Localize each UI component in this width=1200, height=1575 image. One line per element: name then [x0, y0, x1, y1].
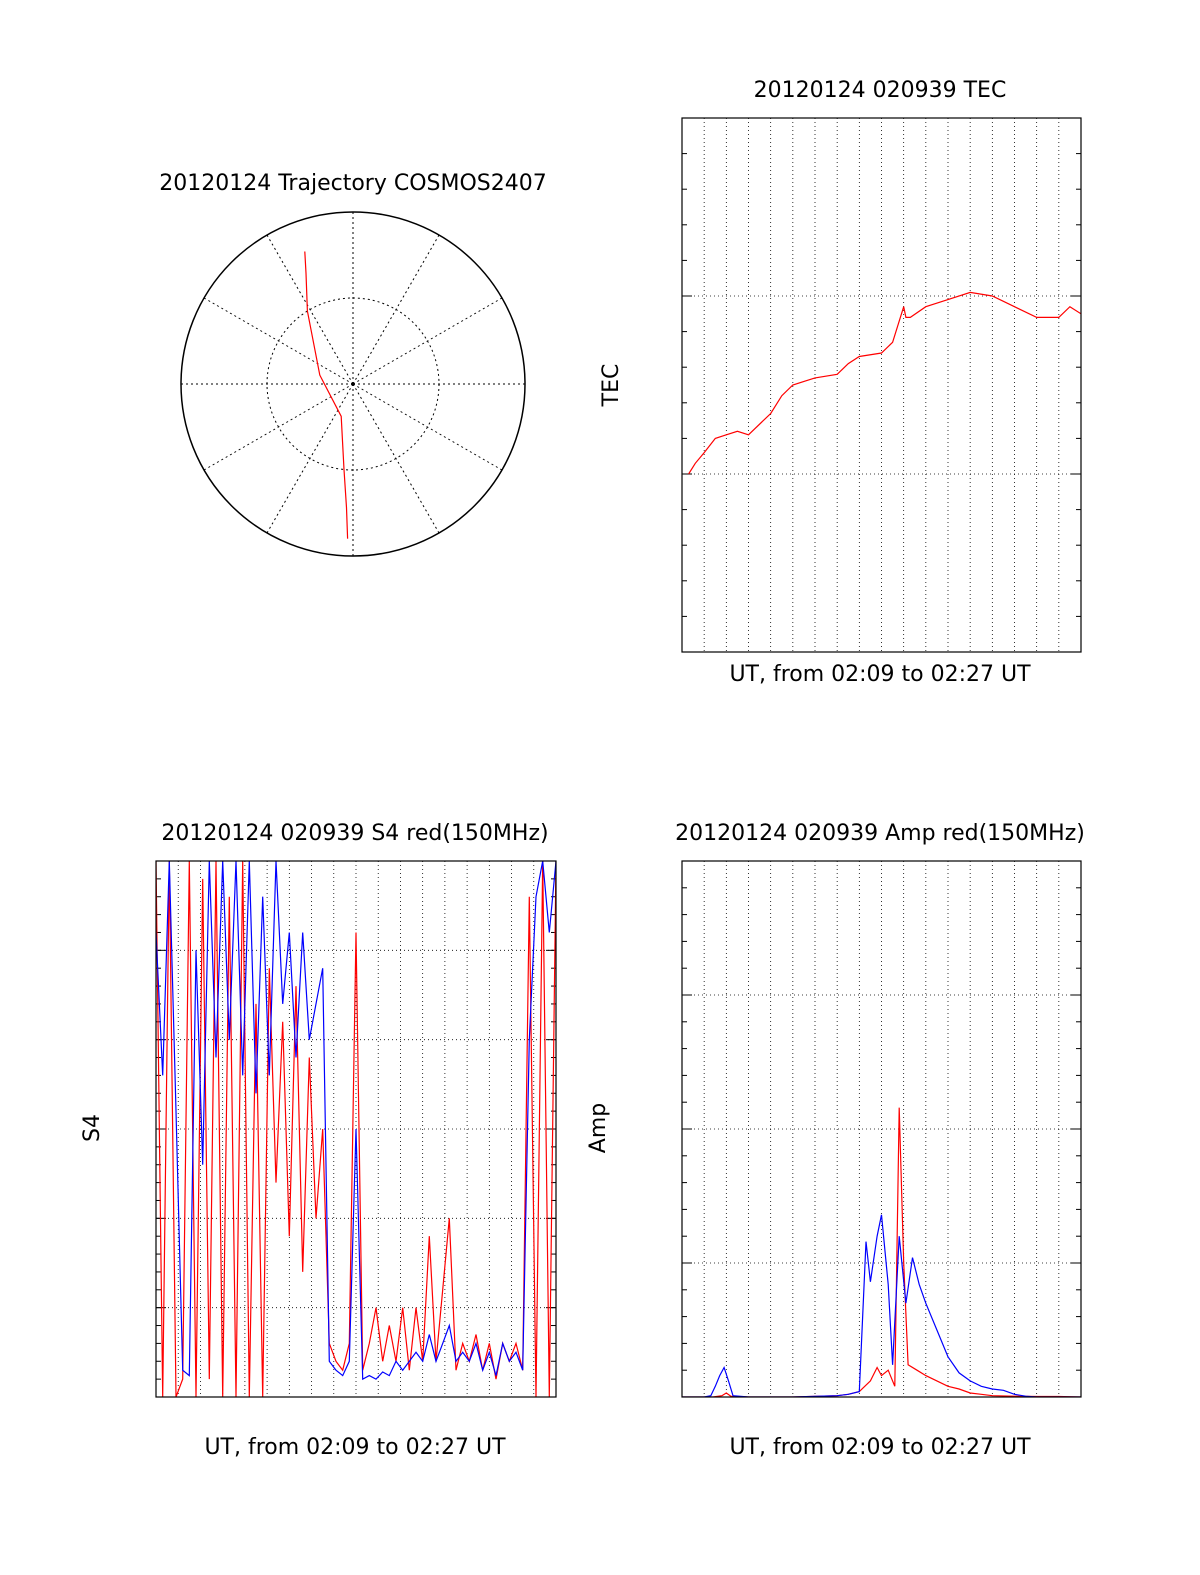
polar-trajectory-panel: 20120124 Trajectory COSMOS2407 [159, 171, 547, 557]
tec-plot-area [681, 117, 1082, 653]
polar-trajectory [304, 251, 349, 539]
polar-grid [180, 211, 526, 557]
polar-title: 20120124 Trajectory COSMOS2407 [159, 171, 546, 196]
polar-spoke-1 [352, 234, 440, 385]
amp-xlabel: UT, from 02:09 to 02:27 UT [729, 1435, 1031, 1460]
tec-title: 20120124 020939 TEC [754, 78, 1007, 103]
plot-frame [681, 860, 1082, 1398]
polar-spoke-8 [203, 383, 354, 471]
series-line-red [688, 291, 1081, 475]
plot-frame [155, 860, 557, 1398]
tec-ylabel: TEC [599, 364, 624, 408]
trajectory-line [304, 251, 349, 539]
series-line-blue [682, 1214, 1081, 1397]
tec-xlabel: UT, from 02:09 to 02:27 UT [729, 662, 1031, 687]
amp-ylabel: Amp [586, 1103, 611, 1153]
polar-spoke-11 [266, 234, 354, 385]
s4-plot-area [155, 860, 557, 1398]
polar-spoke-7 [266, 383, 354, 534]
tec-chart-panel: 20120124 020939 TEC UT, from 02:09 to 02… [599, 78, 1082, 687]
polar-spoke-2 [352, 297, 503, 385]
s4-chart-panel: 20120124 020939 S4 red(150MHz) UT, from … [80, 821, 557, 1460]
amp-title: 20120124 020939 Amp red(150MHz) [675, 821, 1085, 846]
series-line-red [156, 861, 556, 1397]
amp-chart-panel: 20120124 020939 Amp red(150MHz) UT, from… [586, 821, 1085, 1460]
series-line-red [682, 1107, 1081, 1397]
polar-spoke-5 [352, 383, 440, 534]
s4-title: 20120124 020939 S4 red(150MHz) [161, 821, 548, 846]
s4-ylabel: S4 [80, 1114, 105, 1142]
s4-xlabel: UT, from 02:09 to 02:27 UT [204, 1435, 506, 1460]
polar-spoke-10 [203, 297, 354, 385]
series-line-blue [156, 861, 556, 1381]
polar-spoke-4 [352, 383, 503, 471]
amp-plot-area [681, 860, 1082, 1398]
plot-frame [681, 117, 1082, 653]
